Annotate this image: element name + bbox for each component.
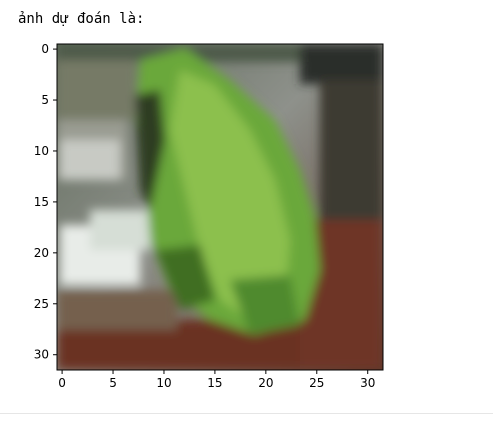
x-tick-label: 30 — [360, 376, 375, 390]
y-tick-label: 5 — [41, 93, 49, 107]
y-tick-label: 15 — [34, 195, 49, 209]
cell-output-text: ảnh dự đoán là: — [18, 11, 145, 27]
plot-frame — [56, 43, 384, 371]
y-axis: 0 5 10 15 20 25 30 — [34, 42, 57, 362]
x-tick-label: 5 — [109, 376, 117, 390]
y-tick-label: 30 — [34, 348, 49, 362]
y-tick-label: 25 — [34, 297, 49, 311]
x-tick-label: 0 — [58, 376, 66, 390]
x-tick-label: 20 — [258, 376, 273, 390]
y-tick-label: 0 — [41, 42, 49, 56]
image-pixels — [57, 44, 383, 370]
x-tick-label: 10 — [156, 376, 171, 390]
y-tick-label: 20 — [34, 246, 49, 260]
x-tick-label: 25 — [309, 376, 324, 390]
y-tick-label: 10 — [34, 144, 49, 158]
x-axis: 0 5 10 15 20 25 30 — [58, 370, 375, 390]
x-tick-label: 15 — [207, 376, 222, 390]
cell-divider — [0, 413, 493, 414]
